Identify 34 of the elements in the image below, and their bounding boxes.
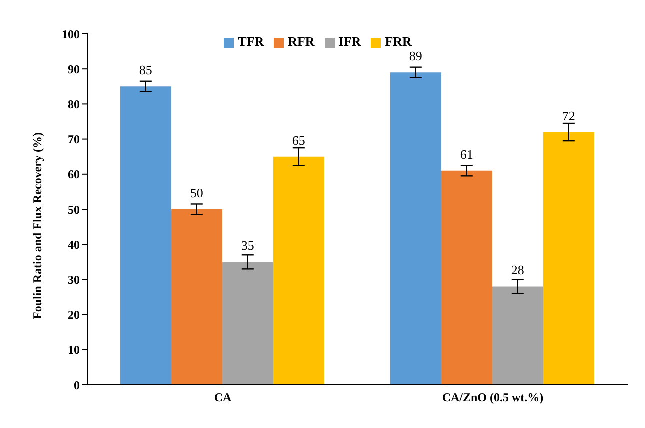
data-label: 35 <box>241 238 254 254</box>
data-label: 61 <box>460 146 474 162</box>
y-tick-label: 40 <box>68 238 80 252</box>
bar <box>120 86 172 385</box>
data-label: 50 <box>190 186 204 200</box>
bar <box>390 72 442 385</box>
data-label: 65 <box>292 132 306 148</box>
y-axis-title: Foulin Ratio and Flux Recovery (%) <box>30 132 44 320</box>
y-tick-label: 90 <box>68 62 80 76</box>
data-label: 85 <box>139 62 152 78</box>
legend-label: RFR <box>288 34 315 49</box>
bar <box>171 210 222 385</box>
x-tick-label: CA <box>214 390 232 405</box>
x-tick-label: CA/ZnO (0.5 wt.%) <box>442 390 544 405</box>
y-tick-label: 80 <box>68 97 80 112</box>
y-tick-label: 100 <box>62 27 80 42</box>
y-tick-label: 50 <box>68 202 80 217</box>
data-label: 28 <box>511 262 524 278</box>
data-label: 72 <box>562 108 576 124</box>
y-tick-label: 60 <box>68 168 80 182</box>
y-tick-label: 20 <box>68 308 80 322</box>
legend-label: IFR <box>338 34 362 49</box>
legend-label: FRR <box>385 34 412 49</box>
bar <box>492 286 544 385</box>
bar <box>543 132 594 385</box>
y-tick-label: 30 <box>68 272 80 287</box>
y-tick-label: 0 <box>74 378 80 392</box>
data-label: 89 <box>409 48 422 64</box>
bar <box>441 170 492 385</box>
legend-label: TFR <box>238 34 264 49</box>
bar <box>222 262 274 385</box>
bar <box>273 156 324 385</box>
y-tick-label: 70 <box>68 132 80 147</box>
y-tick-label: 10 <box>68 343 80 358</box>
